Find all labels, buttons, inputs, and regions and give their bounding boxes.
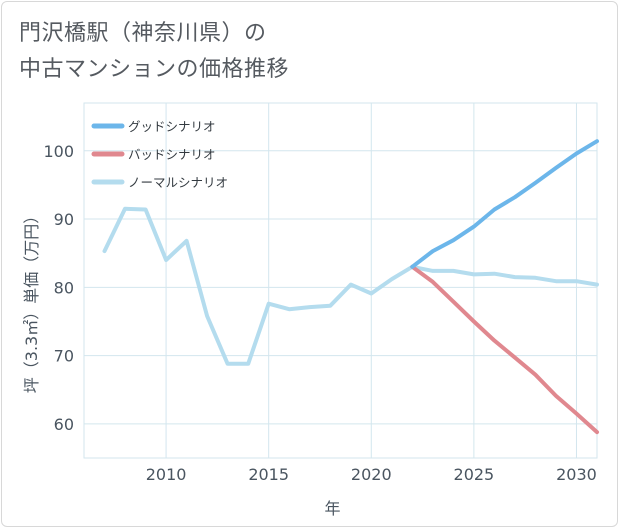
x-tick-label: 2015 (248, 465, 289, 484)
y-axis-title: 坪（3.3㎡）単価（万円） (22, 208, 41, 393)
x-tick-label: 2010 (146, 465, 187, 484)
x-tick-label: 2020 (351, 465, 392, 484)
x-axis-title: 年 (324, 499, 340, 518)
x-tick-label: 2030 (556, 465, 597, 484)
y-tick-label: 90 (54, 210, 74, 229)
chart-title-line-1: 門沢橋駅（神奈川県）の (19, 21, 267, 46)
chart-title: 門沢橋駅（神奈川県）の 中古マンションの価格推移 (19, 16, 289, 88)
plot-area (83, 102, 598, 459)
legend-label-2: バッドシナリオ (128, 147, 216, 162)
series-line-2 (410, 264, 599, 435)
legend-label-1: グッドシナリオ (128, 119, 216, 134)
y-tick-label: 100 (43, 142, 74, 161)
series-line-3 (102, 206, 599, 366)
y-tick-label: 70 (54, 347, 74, 366)
y-tick-label: 60 (54, 415, 74, 434)
series-line-1 (410, 139, 599, 269)
x-tick-label: 2025 (454, 465, 495, 484)
chart-title-line-2: 中古マンションの価格推移 (19, 57, 290, 82)
y-tick-label: 80 (54, 278, 74, 297)
legend-label-3: ノーマルシナリオ (128, 175, 228, 190)
